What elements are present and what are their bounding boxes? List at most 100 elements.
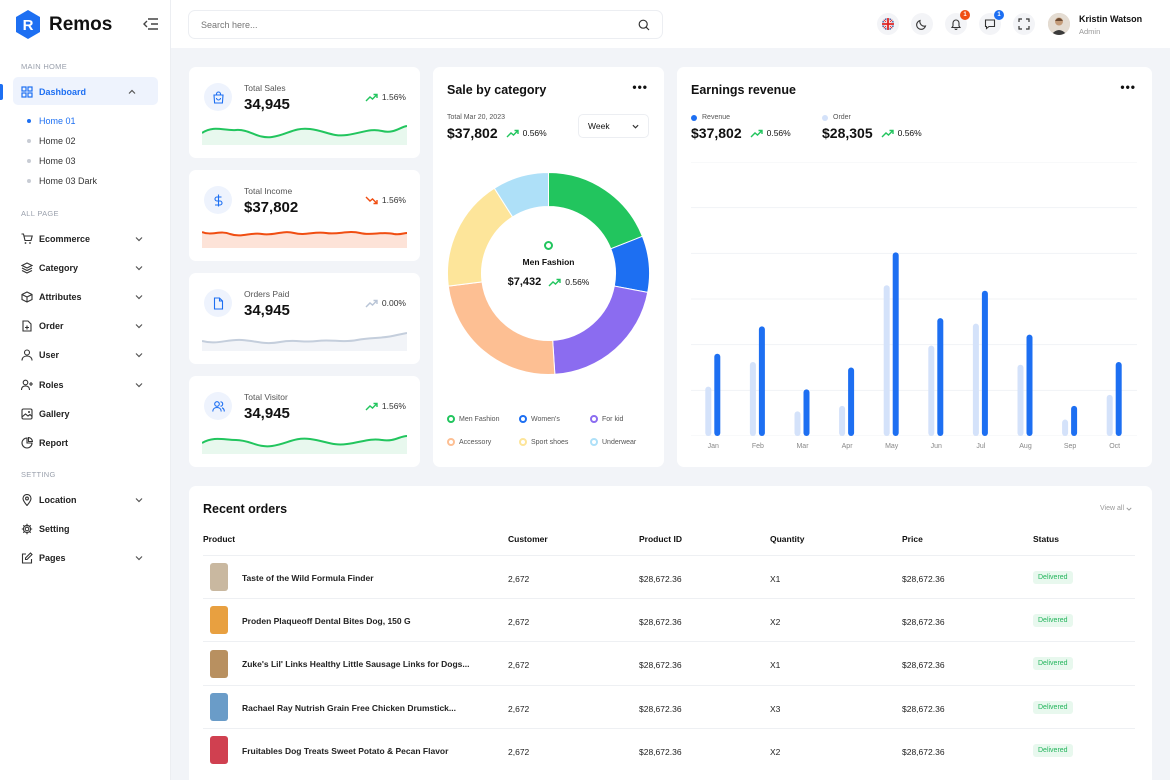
bar-order-Sep[interactable] [1062, 419, 1069, 436]
bar-revenue-May[interactable] [892, 252, 899, 436]
bar-revenue-Jan[interactable] [714, 353, 721, 436]
sidebar-item-pages[interactable]: Pages [21, 552, 151, 564]
notification-badge: 1 [960, 10, 970, 20]
logo-icon: R [16, 10, 40, 39]
stat-card-total-sales: Total Sales 34,945 1.56% [189, 67, 420, 158]
donut-slice-5[interactable] [493, 172, 549, 218]
user-name[interactable]: Kristin Watson [1079, 14, 1143, 24]
grid-icon [21, 86, 33, 98]
donut-slice-0[interactable] [548, 172, 644, 250]
sidebar-item-report[interactable]: Report [21, 437, 151, 449]
product-name[interactable]: Rachael Ray Nutrish Grain Free Chicken D… [242, 703, 456, 713]
bar-order-Mar[interactable] [794, 411, 801, 436]
sidebar-item-user[interactable]: User [21, 349, 151, 361]
sidebar-item-dashboard[interactable]: Dashboard [21, 86, 151, 98]
view-all-link[interactable]: View all [1100, 505, 1132, 512]
sidebar-subitem-home-03-dark[interactable]: Home 03 Dark [27, 176, 97, 186]
bar-order-Jun[interactable] [928, 345, 935, 436]
more-options-icon[interactable]: ••• [1120, 80, 1136, 94]
sidebar-subitem-home-03[interactable]: Home 03 [27, 156, 76, 166]
trend-up-icon [365, 93, 378, 101]
x-tick-label: Aug [1019, 443, 1032, 450]
more-options-icon[interactable]: ••• [632, 80, 648, 94]
collapse-menu-icon[interactable] [143, 17, 159, 31]
nav-active-bg [13, 77, 158, 105]
bar-revenue-Aug[interactable] [1026, 334, 1033, 436]
column-header-product[interactable]: Product [203, 534, 236, 544]
donut-slice-3[interactable] [447, 281, 556, 375]
stat-label: Total Sales [244, 83, 286, 93]
avatar[interactable] [1048, 13, 1070, 35]
chevron-down-icon [135, 324, 143, 329]
legend-womens: Women's [519, 415, 560, 423]
layers-icon [21, 262, 33, 274]
messages-button[interactable]: 1 [979, 10, 1004, 35]
product-image-2 [210, 606, 228, 634]
users-icon [204, 392, 232, 420]
notifications-button[interactable]: 1 [945, 10, 970, 35]
customer-cell: 2,672 [508, 617, 530, 627]
active-indicator [0, 84, 3, 100]
sidebar-item-setting[interactable]: Setting [21, 523, 151, 535]
sidebar-item-category[interactable]: Category [21, 262, 151, 274]
column-header-status[interactable]: Status [1033, 534, 1059, 544]
section-label-main-home: MAIN HOME [21, 62, 68, 71]
stat-change: 1.56% [365, 401, 406, 411]
search-icon[interactable] [638, 19, 650, 31]
column-header-quantity[interactable]: Quantity [770, 534, 805, 544]
sidebar-item-roles[interactable]: Roles [21, 379, 151, 391]
bell-icon [950, 19, 962, 30]
language-button[interactable] [877, 13, 899, 35]
dark-mode-toggle[interactable] [911, 13, 933, 35]
user-avatar-icon [1048, 13, 1070, 35]
donut-center: Men Fashion $7,432 0.56% [433, 241, 664, 288]
chevron-down-icon [135, 266, 143, 271]
column-header-product-id[interactable]: Product ID [639, 534, 682, 544]
sidebar-item-order[interactable]: Order [21, 320, 151, 332]
bar-order-Jul[interactable] [972, 323, 979, 436]
row-divider [203, 555, 1135, 556]
x-tick-label: Apr [841, 443, 853, 450]
bar-order-Feb[interactable] [749, 362, 756, 436]
column-header-price[interactable]: Price [902, 534, 923, 544]
column-header-customer[interactable]: Customer [508, 534, 548, 544]
x-tick-label: Oct [1109, 443, 1121, 450]
sidebar-item-gallery[interactable]: Gallery [21, 408, 151, 420]
edit-icon [21, 552, 33, 564]
sidebar-subitem-home-01[interactable]: Home 01 [27, 116, 76, 126]
bar-revenue-Oct[interactable] [1115, 362, 1122, 436]
moon-icon [916, 19, 927, 30]
sidebar-subitem-home-02[interactable]: Home 02 [27, 136, 76, 146]
bar-order-Jan[interactable] [705, 386, 712, 436]
status-badge: Delivered [1033, 571, 1073, 584]
sidebar-item-attributes[interactable]: Attributes [21, 291, 151, 303]
search-bar[interactable] [188, 10, 663, 39]
sidebar-item-label: Dashboard [39, 87, 87, 97]
fullscreen-button[interactable] [1013, 13, 1035, 35]
sidebar-item-ecommerce[interactable]: Ecommerce [21, 233, 151, 245]
product-name[interactable]: Proden Plaqueoff Dental Bites Dog, 150 G [242, 616, 411, 626]
brand-logo[interactable]: R Remos [14, 9, 112, 40]
bar-revenue-Apr[interactable] [848, 367, 855, 437]
product-id-cell: $28,672.36 [639, 574, 682, 584]
period-select[interactable]: Week [578, 114, 649, 138]
stat-card-orders-paid: Orders Paid 34,945 0.00% [189, 273, 420, 364]
product-name[interactable]: Taste of the Wild Formula Finder [242, 573, 374, 583]
bar-revenue-Feb[interactable] [758, 326, 765, 436]
bar-revenue-Mar[interactable] [803, 389, 810, 436]
bar-order-Aug[interactable] [1017, 364, 1024, 436]
bar-order-Apr[interactable] [839, 405, 846, 436]
sidebar-item-location[interactable]: Location [21, 494, 151, 506]
product-name[interactable]: Zuke's Lil' Links Healthy Little Sausage… [242, 659, 470, 669]
bar-revenue-Sep[interactable] [1071, 405, 1078, 436]
bar-revenue-Jul[interactable] [981, 290, 988, 436]
svg-text:R: R [23, 17, 34, 34]
bar-revenue-Jun[interactable] [937, 318, 944, 436]
donut-slice-2[interactable] [552, 285, 649, 375]
bar-order-Oct[interactable] [1106, 394, 1113, 436]
bar-order-May[interactable] [883, 285, 890, 436]
row-divider [203, 685, 1135, 686]
product-name[interactable]: Fruitables Dog Treats Sweet Potato & Pec… [242, 746, 449, 756]
stat-value: 34,945 [244, 302, 290, 319]
search-input[interactable] [201, 19, 638, 30]
